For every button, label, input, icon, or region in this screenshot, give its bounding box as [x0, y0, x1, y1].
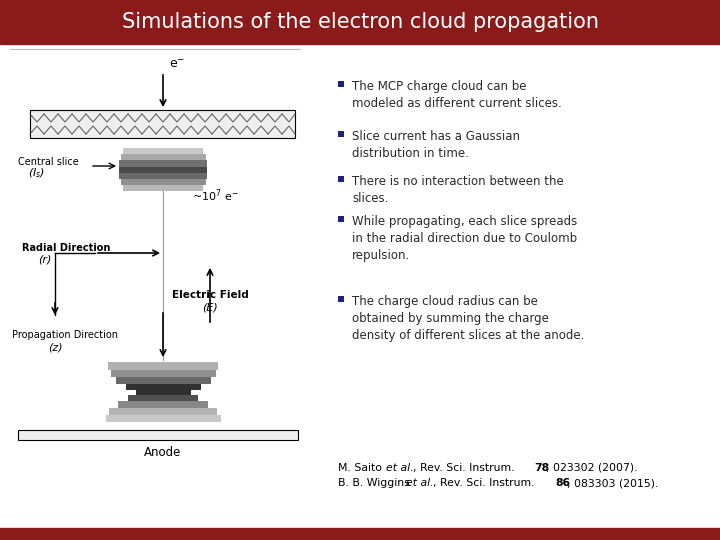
- Bar: [30, 110, 295, 138]
- Bar: [0, 0, 720, 44]
- Bar: [338, 81, 344, 87]
- Text: , 083303 (2015).: , 083303 (2015).: [567, 478, 658, 488]
- Text: Electric Field: Electric Field: [171, 290, 248, 300]
- Bar: [123, 148, 203, 154]
- Bar: [120, 154, 205, 160]
- Text: (r): (r): [38, 255, 51, 265]
- Bar: [119, 173, 207, 179]
- Text: , Rev. Sci. Instrum.: , Rev. Sci. Instrum.: [413, 463, 518, 473]
- Bar: [119, 167, 207, 173]
- Text: Slice current has a Gaussian
distribution in time.: Slice current has a Gaussian distributio…: [352, 130, 520, 160]
- Text: 86: 86: [555, 478, 570, 488]
- Text: Propagation Direction: Propagation Direction: [12, 330, 118, 340]
- Text: e$^{-}$: e$^{-}$: [169, 58, 185, 71]
- Text: Central slice: Central slice: [18, 157, 78, 167]
- Text: Anode: Anode: [144, 446, 181, 458]
- Bar: [0, 528, 720, 540]
- Text: There is no interaction between the
slices.: There is no interaction between the slic…: [352, 175, 564, 205]
- Bar: [128, 395, 198, 401]
- Text: B. B. Wiggins: B. B. Wiggins: [338, 478, 413, 488]
- Text: 78: 78: [534, 463, 549, 473]
- Bar: [118, 401, 208, 408]
- Text: (E): (E): [202, 303, 218, 313]
- Bar: [108, 362, 218, 370]
- Bar: [338, 216, 344, 222]
- Bar: [115, 377, 210, 384]
- Text: ~10$^7$ e$^{-}$: ~10$^7$ e$^{-}$: [192, 188, 239, 204]
- Bar: [338, 176, 344, 182]
- Bar: [120, 179, 205, 185]
- Text: Radial Direction: Radial Direction: [22, 243, 110, 253]
- Text: M. Saito: M. Saito: [338, 463, 385, 473]
- Bar: [109, 408, 217, 415]
- Bar: [18, 430, 298, 440]
- Bar: [123, 185, 203, 191]
- Text: et al.: et al.: [406, 478, 433, 488]
- Bar: [119, 160, 207, 167]
- Bar: [135, 390, 191, 395]
- Text: ($I_s$): ($I_s$): [28, 166, 45, 180]
- Bar: [110, 370, 215, 377]
- Text: Simulations of the electron cloud propagation: Simulations of the electron cloud propag…: [122, 12, 598, 32]
- Text: The MCP charge cloud can be
modeled as different current slices.: The MCP charge cloud can be modeled as d…: [352, 80, 562, 110]
- Text: , Rev. Sci. Instrum.: , Rev. Sci. Instrum.: [433, 478, 538, 488]
- Text: The charge cloud radius can be
obtained by summing the charge
density of differe: The charge cloud radius can be obtained …: [352, 295, 585, 342]
- Text: et al.: et al.: [386, 463, 413, 473]
- Bar: [106, 415, 220, 422]
- Bar: [338, 131, 344, 137]
- Bar: [125, 384, 200, 390]
- Text: While propagating, each slice spreads
in the radial direction due to Coulomb
rep: While propagating, each slice spreads in…: [352, 215, 577, 262]
- Text: (z): (z): [48, 342, 63, 352]
- Text: , 023302 (2007).: , 023302 (2007).: [546, 463, 637, 473]
- Bar: [338, 296, 344, 302]
